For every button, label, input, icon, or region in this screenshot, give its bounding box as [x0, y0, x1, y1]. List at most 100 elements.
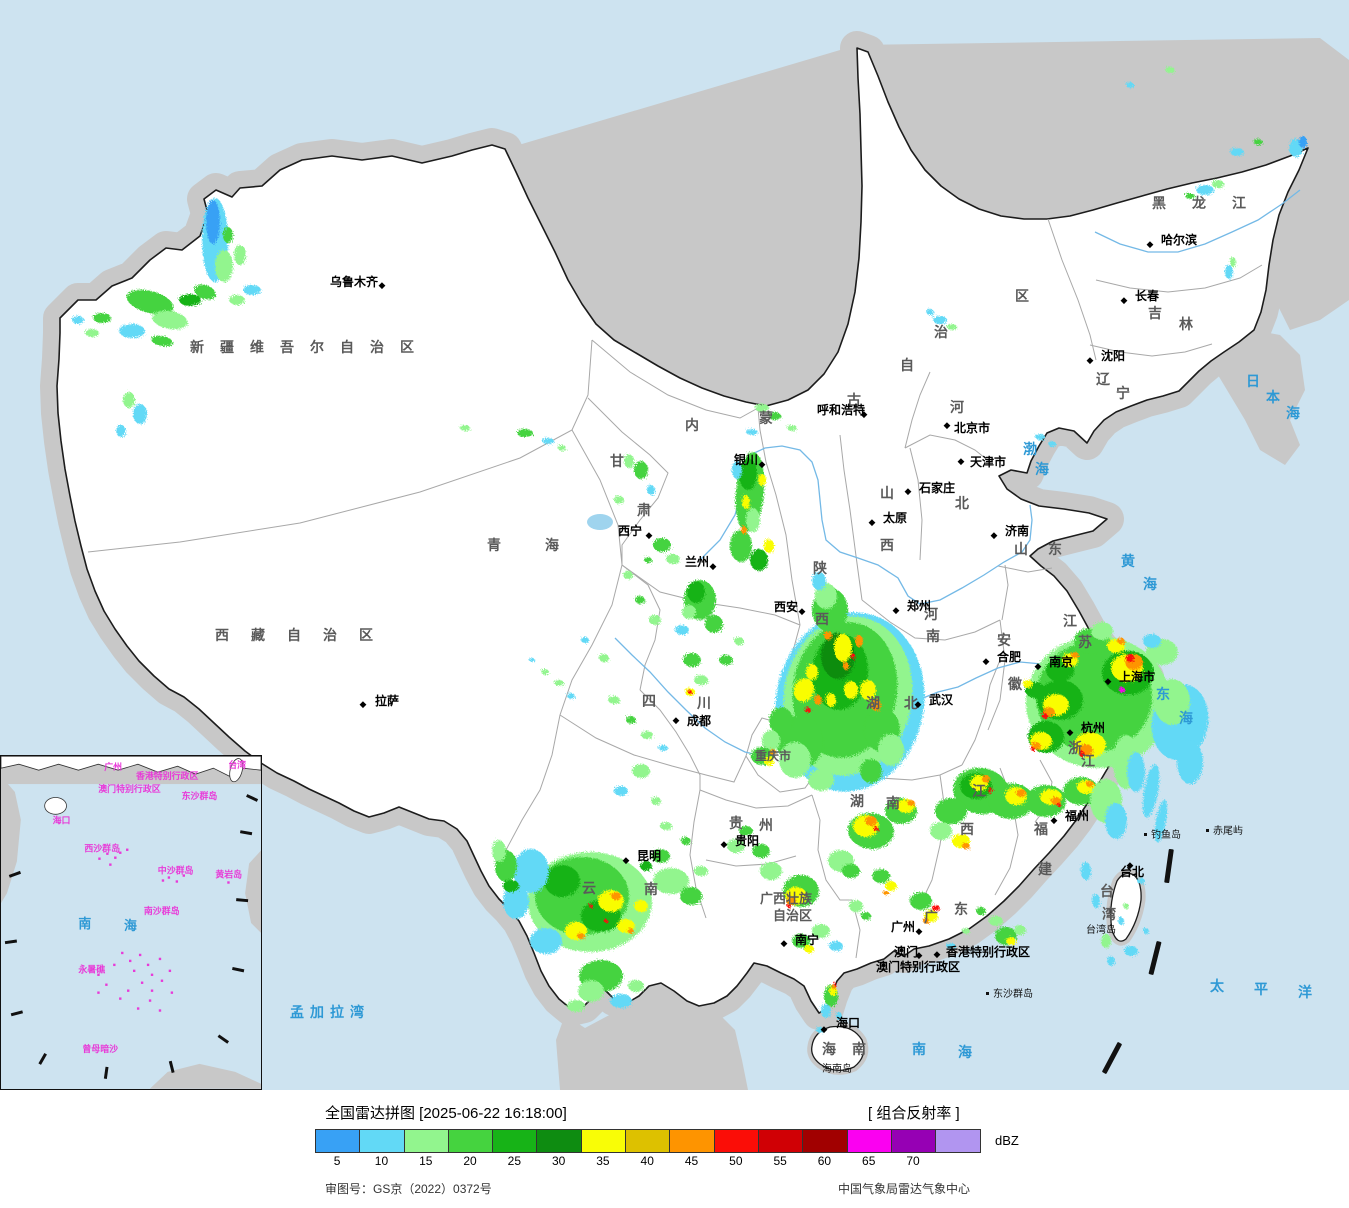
radar-echo [72, 316, 84, 324]
radar-echo [1154, 799, 1168, 843]
island-label: 钓鱼岛 [1151, 828, 1181, 841]
radar-echo [730, 530, 752, 562]
inset-reef-dot [158, 957, 162, 961]
city-marker-icon: ◆ [710, 561, 717, 571]
radar-echo [872, 869, 890, 883]
radar-echo [1107, 956, 1115, 966]
inset-boundary-dash [10, 1010, 24, 1017]
radar-echo [628, 928, 634, 934]
inset-island-label: 台湾 [228, 759, 246, 770]
inset-reef-dot [109, 863, 112, 866]
data-source: 中国气象局雷达气象中心 [838, 1182, 971, 1196]
city-marker-icon: ◆ [958, 456, 965, 466]
sea-label: 日 [1246, 373, 1260, 389]
radar-echo [946, 943, 956, 949]
city-marker-icon: ◆ [821, 1024, 828, 1034]
radar-echo [544, 865, 580, 897]
city-label: 乌鲁木齐 [330, 274, 379, 289]
radar-echo [223, 227, 233, 243]
radar-echo [923, 918, 929, 924]
sea-label: 海 [958, 1044, 972, 1060]
radar-echo [907, 800, 915, 806]
radar-echo [658, 745, 668, 751]
boundary-dash [1102, 1042, 1122, 1074]
city-marker-icon: ◆ [673, 715, 680, 725]
radar-echo [808, 769, 834, 791]
inset-reef-dot [127, 989, 130, 992]
inset-boundary-dash [103, 1066, 109, 1079]
radar-echo [1091, 622, 1113, 640]
radar-echo [787, 425, 797, 431]
radar-echo [688, 690, 692, 694]
legend-color-cell [891, 1130, 937, 1152]
city-marker-icon: ◆ [1035, 661, 1042, 671]
city-marker-icon: ◆ [916, 926, 923, 936]
radar-echo [604, 919, 608, 923]
radar-echo [589, 904, 593, 908]
legend-tick: 55 [773, 1154, 787, 1168]
inset-reef-dot [160, 979, 164, 982]
city-label: 武汉 [929, 692, 954, 707]
radar-echo [649, 615, 661, 625]
province-label: 青海 [487, 537, 603, 553]
radar-echo [764, 756, 774, 766]
radar-echo [1165, 67, 1175, 73]
radar-echo [727, 839, 745, 853]
city-label: 昆明 [637, 849, 661, 863]
legend-tick: 5 [333, 1154, 341, 1168]
province-label: 林 [1179, 316, 1193, 332]
inset-reef-dot [227, 881, 230, 884]
city-label: 拉萨 [375, 693, 399, 708]
inset-reef-dot [138, 953, 142, 957]
radar-echo [926, 309, 934, 315]
radar-echo [962, 843, 970, 849]
province-label: 古 [847, 392, 861, 408]
legend-color-cell [936, 1130, 981, 1152]
city-label: 南宁 [795, 932, 819, 947]
province-label: 新疆维吾尔自治区 [190, 339, 430, 355]
radar-echo [513, 849, 549, 893]
legend-color-cell [758, 1130, 804, 1152]
city-label: 石家庄 [918, 480, 955, 495]
province-label: 徽 [1007, 676, 1023, 692]
inset-reef-dot [150, 973, 154, 976]
radar-echo [842, 864, 860, 878]
radar-echo [1118, 917, 1124, 925]
radar-echo [243, 285, 261, 295]
radar-echo [179, 294, 201, 306]
city-label: 天津市 [970, 454, 1006, 469]
radar-echo [873, 827, 879, 831]
radar-echo [598, 890, 624, 912]
radar-echo [705, 615, 723, 633]
radar-echo [529, 658, 535, 662]
sea-label: 孟加拉湾 [290, 1004, 370, 1020]
inset-reef-dot [136, 1007, 140, 1010]
legend-color-cell [448, 1130, 494, 1152]
radar-echo [816, 1027, 824, 1033]
radar-echo [626, 716, 636, 724]
radar-echo [611, 892, 621, 900]
city-label: 海口 [836, 1015, 860, 1030]
radar-echo [861, 912, 871, 920]
inset-island-label: 西沙群岛 [84, 843, 120, 854]
sea-label: 本 [1266, 389, 1281, 405]
radar-echo [752, 844, 770, 858]
radar-echo [578, 980, 604, 1002]
inset-boundary-dash [236, 898, 249, 903]
province-label: 江 [972, 783, 986, 799]
legend-colorbar [315, 1129, 982, 1153]
inset-reef-dot [161, 879, 165, 882]
province-label: 西 [960, 821, 974, 837]
radar-echo [652, 849, 670, 863]
radar-echo [1124, 946, 1138, 956]
radar-echo [194, 284, 216, 300]
legend-tick: 25 [507, 1154, 522, 1168]
city-marker-layer: ◆ ◆ ◆ ◆ ◆ ◆ ◆ ◆ ◆ ◆ ◆ ◆ ◆ ◆ ◆ ◆ ◆ ◆ ◆ ◆ ◆ ◆ ◆ ◆ ◆ ◆ ◆ ◆ ◆ ◆ ◆ [360, 239, 1209, 1034]
inset-taiwan [229, 758, 244, 783]
radar-echo [614, 496, 624, 504]
province-label: 治 [934, 324, 948, 340]
radar-echo [910, 892, 932, 910]
legend-tick: 65 [862, 1154, 876, 1168]
